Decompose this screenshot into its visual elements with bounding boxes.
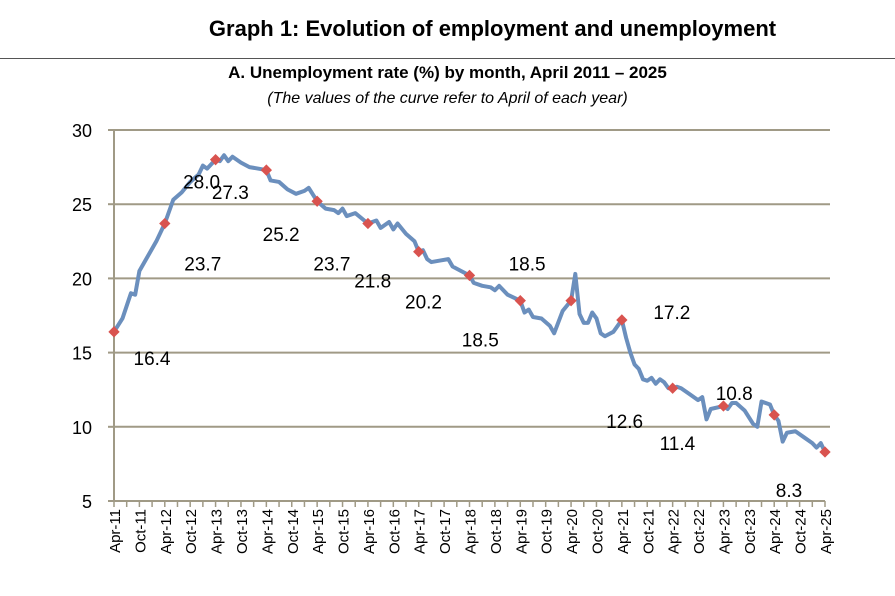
x-tick-label: Oct-20 xyxy=(589,509,606,554)
x-tick-label: Apr-23 xyxy=(716,509,733,554)
data-label: 11.4 xyxy=(660,434,696,455)
x-tick-label: Apr-16 xyxy=(361,509,378,554)
data-label: 18.5 xyxy=(509,255,546,276)
title-divider xyxy=(0,58,895,59)
x-tick-label: Apr-24 xyxy=(767,509,784,554)
data-label: 10.8 xyxy=(716,384,753,405)
data-label: 20.2 xyxy=(405,292,442,313)
x-tick-label: Oct-12 xyxy=(183,509,200,554)
april-marker xyxy=(616,314,628,326)
april-marker xyxy=(819,446,831,458)
chart-subtitle: (The values of the curve refer to April … xyxy=(267,90,628,107)
april-marker xyxy=(311,195,323,207)
april-marker xyxy=(565,295,577,307)
x-tick-label: Oct-11 xyxy=(132,509,149,553)
x-tick-label: Apr-11 xyxy=(107,509,124,553)
x-tick-label: Apr-13 xyxy=(209,509,226,554)
x-tick-label: Apr-22 xyxy=(666,509,683,554)
april-marker xyxy=(463,269,476,282)
x-tick-label: Apr-19 xyxy=(513,509,530,554)
x-tick-label: Apr-18 xyxy=(463,509,480,554)
y-tick-label: 5 xyxy=(82,492,92,512)
data-label: 8.3 xyxy=(776,481,802,502)
x-tick-label: Oct-18 xyxy=(488,509,505,554)
chart-title: A. Unemployment rate (%) by month, April… xyxy=(228,63,667,82)
x-tick-label: Oct-15 xyxy=(336,509,353,554)
x-tick-label: Oct-16 xyxy=(386,509,403,554)
x-tick-label: Apr-20 xyxy=(564,509,581,554)
data-label: 21.8 xyxy=(354,272,391,293)
x-tick-label: Apr-17 xyxy=(412,509,429,554)
x-tick-label: Oct-21 xyxy=(640,509,657,554)
data-label: 12.6 xyxy=(606,412,643,433)
x-tick-label: Apr-21 xyxy=(615,509,632,554)
data-label: 27.3 xyxy=(212,183,249,204)
april-marker xyxy=(159,217,171,230)
y-tick-label: 25 xyxy=(72,195,92,215)
x-tick-label: Apr-14 xyxy=(259,509,276,554)
april-marker xyxy=(768,409,780,421)
x-tick-label: Oct-17 xyxy=(437,509,454,554)
x-tick-label: Oct-23 xyxy=(742,509,759,554)
y-tick-label: 15 xyxy=(72,344,92,364)
unemployment-line xyxy=(112,153,827,453)
data-label: 23.7 xyxy=(184,254,221,275)
y-tick-label: 20 xyxy=(72,269,92,289)
page-title: Graph 1: Evolution of employment and une… xyxy=(208,16,777,41)
april-marker xyxy=(413,246,425,258)
april-marker xyxy=(666,382,679,394)
x-tick-label: Oct-24 xyxy=(793,509,810,554)
x-tick-label: Apr-15 xyxy=(310,509,327,554)
april-marker xyxy=(717,400,730,412)
data-label: 16.4 xyxy=(134,349,171,370)
y-tick-label: 10 xyxy=(72,418,92,438)
april-marker xyxy=(362,217,374,230)
x-tick-label: Oct-19 xyxy=(539,509,556,554)
x-tick-label: Oct-13 xyxy=(234,509,251,554)
data-label: 17.2 xyxy=(653,303,690,324)
data-label: 23.7 xyxy=(313,254,350,275)
x-tick-label: Oct-22 xyxy=(691,509,708,554)
y-tick-label: 30 xyxy=(72,121,92,141)
x-tick-label: Apr-25 xyxy=(818,509,835,554)
x-tick-label: Apr-12 xyxy=(158,509,175,554)
data-label: 28.0 xyxy=(183,173,220,194)
x-tick-label: Oct-14 xyxy=(285,509,302,554)
april-marker xyxy=(514,295,526,307)
april-marker xyxy=(209,154,222,166)
data-label: 18.5 xyxy=(462,331,499,352)
april-marker xyxy=(260,164,273,176)
data-label: 25.2 xyxy=(263,225,300,246)
